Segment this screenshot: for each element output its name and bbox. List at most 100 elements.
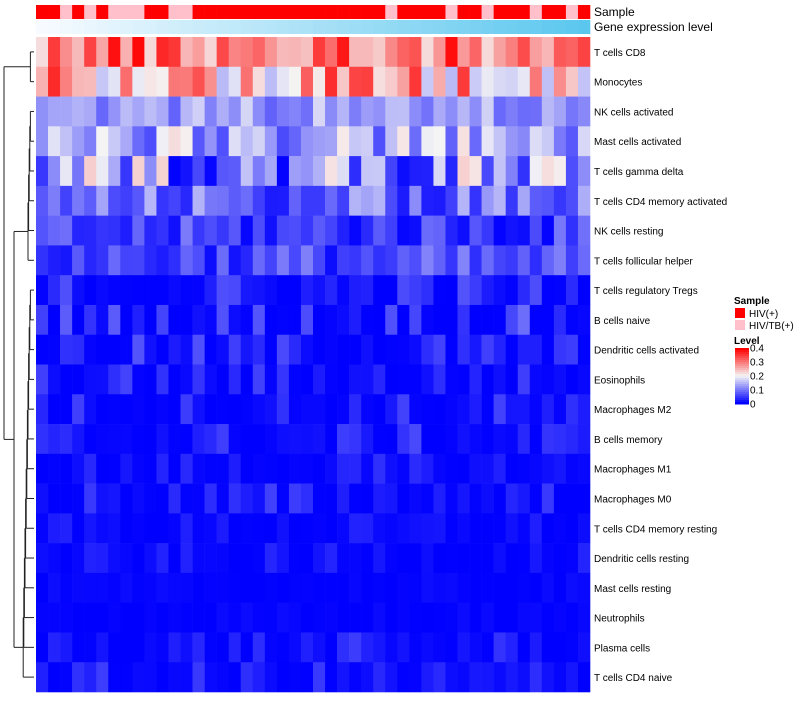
heatmap-cell [325, 453, 338, 484]
heatmap-cell [361, 126, 374, 157]
gene-expression-annotation-cell [168, 20, 181, 34]
heatmap-cell [264, 424, 278, 455]
heatmap-cell [409, 632, 422, 663]
heatmap-cell [409, 513, 422, 544]
heatmap-cell [445, 215, 458, 246]
heatmap-cell [156, 334, 169, 365]
heatmap-cell [72, 304, 85, 336]
gene-expression-annotation-cell [252, 20, 266, 34]
heatmap-cell [84, 513, 97, 544]
heatmap-cell [180, 304, 193, 336]
heatmap-cell [204, 364, 217, 395]
heatmap-cell [96, 156, 109, 187]
level-tick-label: 0.2 [750, 372, 764, 383]
level-gradient-step [735, 374, 749, 377]
heatmap-cell [361, 662, 374, 693]
heatmap-cell [72, 572, 85, 603]
heatmap-cell [168, 424, 181, 455]
heatmap-cell [337, 334, 350, 365]
heatmap-cell [421, 483, 434, 514]
heatmap-cell [469, 185, 482, 216]
heatmap-cell [505, 156, 519, 187]
heatmap-cell [288, 572, 302, 603]
heatmap-cell [48, 215, 61, 246]
heatmap-cell [385, 185, 398, 216]
heatmap-cell [84, 572, 97, 603]
heatmap-cell [96, 364, 109, 395]
level-gradient-step [735, 370, 749, 373]
heatmap-cell [132, 513, 145, 544]
gene-expression-annotation-cell [397, 20, 410, 34]
sample-annotation-cell [373, 5, 386, 19]
heatmap-cell [469, 126, 482, 157]
level-gradient-step [735, 356, 749, 359]
heatmap-cell [36, 37, 49, 68]
heatmap-cell [481, 453, 494, 484]
sample-annotation-cell [361, 5, 374, 19]
heatmap-cell [553, 364, 567, 395]
heatmap-cell [397, 394, 410, 425]
heatmap-cell [565, 215, 579, 246]
heatmap-cell [349, 185, 362, 216]
heatmap-cell [349, 334, 362, 365]
heatmap-cell [385, 304, 398, 336]
heatmap-cell [421, 156, 434, 187]
heatmap-cell [541, 394, 555, 425]
sample-annotation-cell [445, 5, 458, 19]
sample-annotation-cell [313, 5, 326, 19]
level-gradient-step [735, 390, 749, 393]
level-gradient-step [735, 398, 749, 401]
heatmap-cell [505, 215, 519, 246]
row-label: NK cells resting [594, 227, 663, 238]
heatmap-cell [144, 543, 157, 574]
heatmap-cell [132, 304, 145, 336]
heatmap-cell [204, 185, 217, 216]
gene-expression-annotation-cell [300, 20, 314, 34]
heatmap-cell [276, 37, 290, 68]
gene-expression-annotation-cell [349, 20, 362, 34]
heatmap-cell [505, 275, 519, 306]
heatmap-cell [84, 66, 97, 97]
row-dendrogram [3, 51, 34, 678]
heatmap-cell [36, 304, 49, 336]
heatmap-cell [445, 304, 458, 336]
heatmap-cell [228, 156, 242, 187]
heatmap-cell [541, 364, 555, 395]
heatmap-cell [240, 513, 254, 544]
heatmap-cell [48, 96, 61, 127]
heatmap-cell [300, 424, 314, 455]
heatmap-cell [409, 572, 422, 603]
heatmap-cell [60, 424, 73, 455]
heatmap-cell [373, 275, 386, 306]
heatmap-cell [433, 334, 446, 365]
heatmap-cell [108, 156, 121, 187]
heatmap-cell [252, 185, 266, 216]
heatmap-cell [252, 662, 266, 693]
heatmap-cell [421, 334, 434, 365]
heatmap-cell [96, 543, 109, 574]
heatmap-cell [433, 513, 446, 544]
heatmap-cell [264, 126, 278, 157]
heatmap-cell [228, 632, 242, 663]
heatmap-cell [264, 66, 278, 97]
heatmap-cell [481, 483, 494, 514]
sample-annotation-cell [60, 5, 73, 19]
heatmap-cell [313, 245, 326, 276]
sample-annotation-cell [493, 5, 506, 19]
heatmap-cell [108, 424, 121, 455]
heatmap-cell [541, 37, 555, 68]
heatmap-cell [409, 126, 422, 157]
heatmap-cell [96, 394, 109, 425]
heatmap-cell [216, 662, 229, 693]
heatmap-cell [313, 185, 326, 216]
heatmap-cell [204, 66, 217, 97]
heatmap-cell [397, 185, 410, 216]
heatmap-cell [529, 453, 543, 484]
heatmap-cell [228, 245, 242, 276]
heatmap-cell [48, 66, 61, 97]
heatmap-cell [36, 543, 49, 574]
heatmap-cell [276, 334, 290, 365]
heatmap-cell [144, 185, 157, 216]
heatmap-cell [300, 662, 314, 693]
heatmap-cell [517, 364, 531, 395]
